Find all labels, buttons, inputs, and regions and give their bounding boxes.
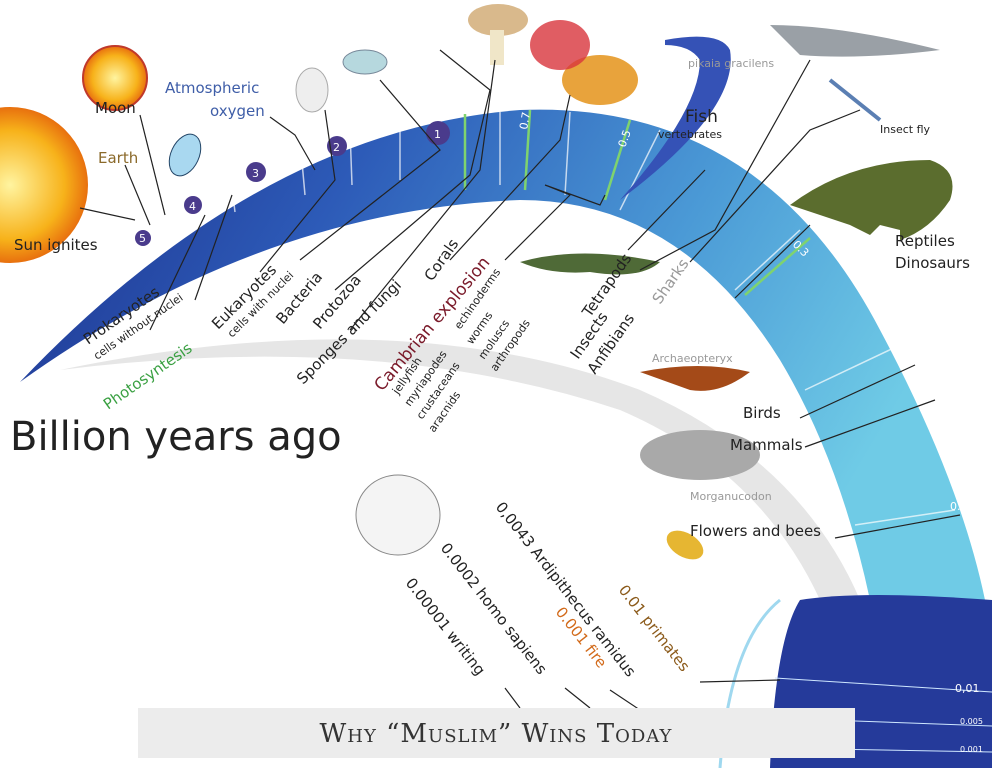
- circle-mark: 0,01: [955, 682, 980, 695]
- label: Mammals: [730, 436, 803, 454]
- label: pikaia gracilens: [688, 57, 774, 70]
- label-note: vertebrates: [658, 128, 722, 141]
- arc-mark: 4: [189, 200, 196, 213]
- archaeopteryx-icon: [640, 366, 750, 391]
- footer-banner: [138, 708, 855, 758]
- label: Archaeopteryx: [652, 352, 733, 365]
- label: Insect fly: [880, 123, 931, 136]
- footer-text: Why “Muslim” Wins Today: [320, 719, 673, 749]
- arc-mark: 0.5: [616, 128, 634, 149]
- label: Atmospheric: [165, 79, 259, 97]
- label: Flowers and bees: [690, 522, 821, 540]
- mushroom-icon: [468, 4, 528, 36]
- mushroom-stem: [490, 30, 504, 65]
- coral-icon: [562, 55, 638, 105]
- label: Earth: [98, 149, 138, 167]
- moon-icon: [82, 45, 148, 111]
- mammal-icon: [640, 430, 760, 480]
- arc-mark: 5: [139, 232, 146, 245]
- arc-mark: 0.7: [517, 111, 533, 130]
- label: Corals: [421, 235, 463, 284]
- label: Dinosaurs: [895, 254, 970, 272]
- label: Birds: [743, 404, 781, 422]
- pikaia-icon: [620, 36, 731, 200]
- bee-icon: [666, 530, 704, 560]
- circle-mark: 0.001: [960, 745, 983, 754]
- label: Morganucodon: [690, 490, 772, 503]
- label: Fish: [685, 107, 718, 127]
- circle-mark: 0.005: [960, 717, 983, 726]
- dinosaur-icon: [790, 160, 953, 240]
- coral-icon: [530, 20, 590, 70]
- label: Sun ignites: [14, 236, 98, 254]
- sun-icon: [0, 107, 88, 263]
- time-band: [20, 109, 985, 600]
- arc-marks: 5 4 3 2 1 0.7 0.5 0.3 0.1: [135, 111, 968, 513]
- fly-icon: [828, 78, 882, 122]
- label: oxygen: [210, 102, 265, 120]
- arc-mark: 3: [252, 167, 259, 180]
- label: Moon: [95, 99, 136, 117]
- band-ticks: [149, 111, 956, 526]
- bacteria-icon: [295, 67, 329, 113]
- heading: Billion years ago: [10, 414, 342, 460]
- arc-mark: 1: [434, 128, 441, 141]
- shark-icon: [770, 25, 940, 57]
- label: Reptiles: [895, 232, 955, 250]
- earth-icon: [168, 133, 202, 177]
- protozoa-icon: [342, 49, 388, 75]
- arc-mark: 2: [333, 141, 340, 154]
- shadow-arc: [60, 339, 860, 600]
- tetrapod-icon: [520, 253, 660, 275]
- skull-icon: [355, 474, 441, 556]
- arc-mark: 0.1: [950, 500, 968, 513]
